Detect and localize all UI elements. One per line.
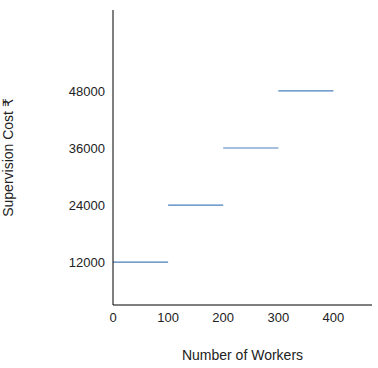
svg-text:200: 200 [212,310,234,325]
svg-text:48000: 48000 [69,84,105,99]
svg-text:36000: 36000 [69,141,105,156]
svg-text:400: 400 [323,310,345,325]
svg-text:Supervision Cost ₹: Supervision Cost ₹ [8,98,16,217]
svg-text:12000: 12000 [69,255,105,270]
svg-text:300: 300 [267,310,289,325]
svg-text:100: 100 [157,310,179,325]
svg-text:24000: 24000 [69,198,105,213]
svg-text:0: 0 [109,310,116,325]
svg-text:Number of Workers: Number of Workers [182,347,303,363]
